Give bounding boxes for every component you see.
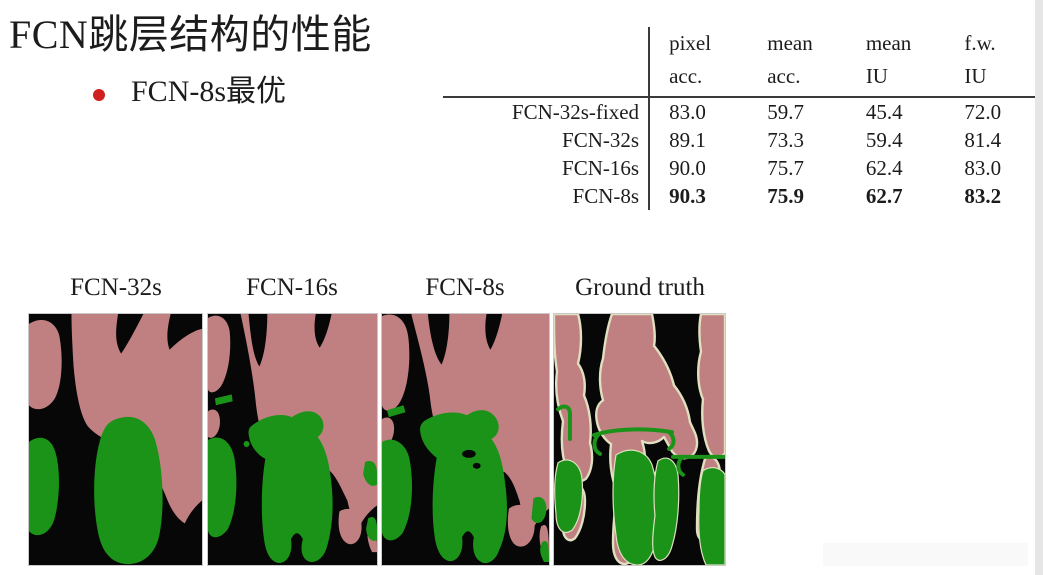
page-title: FCN跳层结构的性能 xyxy=(9,12,372,57)
table-row-best: FCN-8s 90.3 75.9 62.7 83.2 xyxy=(443,182,1043,210)
col-header-mean-acc: mean acc. xyxy=(748,27,847,98)
segmentation-image-fcn-32s xyxy=(28,313,203,566)
panel-label-fcn-8s: FCN-8s xyxy=(425,274,505,301)
cell-value: 83.0 xyxy=(964,156,1002,180)
cell-value: 73.3 xyxy=(767,128,804,152)
col-header-fw-iu: f.w. IU xyxy=(945,27,1043,98)
cell-value: 75.7 xyxy=(767,156,804,180)
cell-value: 72.0 xyxy=(964,100,1002,124)
table-row: FCN-32s 89.1 73.3 59.4 81.4 xyxy=(443,126,1043,154)
cell-value: 75.9 xyxy=(767,184,804,208)
panel-label-fcn-16s: FCN-16s xyxy=(246,274,338,301)
panel-label-fcn-32s: FCN-32s xyxy=(70,274,162,301)
col-header-mean-iu: mean IU xyxy=(846,27,946,98)
col-header-pixel-acc: pixel acc. xyxy=(649,27,749,98)
row-label: FCN-8s xyxy=(443,182,651,210)
bottom-right-overlay xyxy=(823,543,1028,566)
header-spacer xyxy=(443,27,651,98)
table-row: FCN-16s 90.0 75.7 62.4 83.0 xyxy=(443,154,1043,182)
bullet-icon xyxy=(93,89,105,101)
row-label: FCN-16s xyxy=(443,154,651,182)
segmentation-image-ground-truth xyxy=(553,313,726,566)
cell-value: 83.0 xyxy=(669,100,706,124)
cell-value: 62.7 xyxy=(865,184,903,208)
segmentation-image-fcn-16s xyxy=(207,313,378,566)
cell-value: 45.4 xyxy=(865,100,903,124)
table-row: FCN-32s-fixed 83.0 59.7 45.4 72.0 xyxy=(443,97,1043,126)
cell-value: 90.0 xyxy=(669,156,706,180)
results-table: pixel acc. mean acc. mean IU f.w. IU FCN… xyxy=(443,27,1043,210)
cell-value: 81.4 xyxy=(964,128,1002,152)
cell-value: 62.4 xyxy=(865,156,903,180)
cell-value: 90.3 xyxy=(669,184,706,208)
scrollbar-track[interactable] xyxy=(1035,0,1043,575)
cell-value: 89.1 xyxy=(669,128,706,152)
bullet-text: FCN-8s最优 xyxy=(131,75,287,108)
row-label: FCN-32s xyxy=(443,126,651,154)
row-label: FCN-32s-fixed xyxy=(443,97,651,126)
cell-value: 59.7 xyxy=(767,100,804,124)
segmentation-image-fcn-8s xyxy=(381,313,550,566)
cell-value: 83.2 xyxy=(964,184,1002,208)
panel-label-ground-truth: Ground truth xyxy=(575,274,705,301)
cell-value: 59.4 xyxy=(865,128,903,152)
table-header-row: pixel acc. mean acc. mean IU f.w. IU xyxy=(443,27,1043,98)
